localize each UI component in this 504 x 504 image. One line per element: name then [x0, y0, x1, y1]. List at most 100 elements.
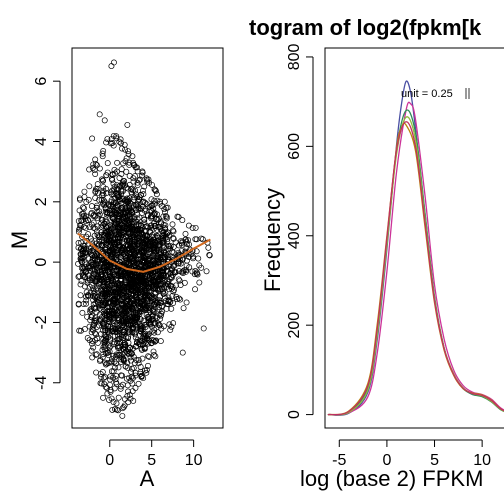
ma-point: [103, 361, 109, 368]
ma-point: [152, 188, 159, 195]
ma-point: [109, 240, 115, 247]
ma-point: [77, 222, 84, 229]
ma-point: [135, 281, 142, 288]
ma-point: [134, 227, 141, 234]
ma-point: [121, 141, 128, 148]
ma-point: [145, 362, 151, 369]
ma-point: [102, 292, 109, 299]
ma-point: [136, 322, 143, 329]
ma-point: [160, 273, 167, 280]
ma-point: [104, 316, 111, 322]
ma-point: [130, 297, 137, 304]
ma-point: [93, 297, 100, 304]
ma-point: [164, 267, 170, 274]
ma-point: [89, 354, 96, 361]
ma-point: [106, 307, 113, 314]
ma-point: [148, 213, 155, 220]
ma-point: [146, 331, 152, 337]
ma-point: [168, 305, 175, 312]
ma-outlier-point: [124, 121, 131, 128]
density-y-axis: 0 200 400 600 800: [286, 43, 314, 419]
ma-point: [183, 262, 190, 269]
ma-point: [114, 343, 121, 350]
ma-point: [111, 288, 118, 295]
ma-point: [167, 243, 174, 250]
ma-point: [101, 381, 108, 388]
ma-point: [99, 190, 106, 197]
ma-outlier-point: [96, 111, 103, 118]
ma-point: [206, 252, 213, 259]
ma-outlier-point: [101, 117, 108, 124]
ma-y-tick-label: 2: [33, 197, 50, 206]
ma-points: [75, 59, 213, 419]
ma-point: [154, 252, 160, 259]
ma-point: [111, 364, 118, 371]
density-y-tick-label: 400: [286, 222, 303, 249]
ma-point: [96, 305, 103, 312]
ma-point: [110, 216, 117, 223]
density-annotation: unit = 0.25: [401, 88, 453, 100]
ma-point: [138, 301, 145, 308]
ma-point: [113, 400, 120, 407]
ma-point: [144, 332, 151, 339]
ma-point: [81, 205, 88, 212]
ma-point: [161, 244, 168, 251]
density-plot: togram of log2(fpkm[k -5 0 5 10 0 200 400 600 8…: [249, 15, 504, 491]
ma-point: [134, 215, 141, 222]
ma-plot: 0 5 10 -4 -2 0 2 4 6 A M: [7, 47, 224, 491]
ma-y-tick-label: -2: [33, 315, 50, 329]
ma-point: [110, 180, 117, 187]
ma-outlier-point: [179, 349, 186, 356]
ma-point: [88, 203, 95, 210]
ma-point: [102, 272, 109, 279]
ma-point: [183, 299, 190, 306]
ma-point: [125, 247, 132, 254]
ma-point: [88, 347, 95, 354]
ma-point: [118, 331, 125, 338]
ma-point: [81, 326, 88, 333]
ma-point: [100, 199, 107, 206]
ma-point: [126, 181, 133, 188]
density-x-tick-label: 0: [382, 452, 391, 469]
ma-point: [101, 238, 108, 245]
ma-point: [138, 172, 145, 179]
ma-point: [169, 292, 176, 299]
ma-point: [134, 194, 141, 201]
ma-point: [157, 273, 164, 280]
ma-point: [77, 292, 84, 299]
ma-point: [163, 268, 170, 275]
ma-point: [118, 190, 125, 197]
ma-point: [117, 197, 124, 204]
ma-point: [107, 343, 114, 350]
ma-point: [81, 267, 88, 274]
ma-point: [107, 323, 114, 330]
ma-point: [109, 187, 116, 194]
ma-point: [89, 285, 96, 291]
ma-point: [132, 315, 139, 322]
ma-point: [113, 326, 119, 333]
ma-point: [139, 326, 146, 333]
ma-point: [92, 337, 99, 344]
ma-point: [94, 181, 101, 188]
ma-point: [192, 286, 199, 293]
ma-point: [76, 225, 83, 232]
ma-point: [100, 197, 107, 204]
ma-point: [126, 289, 132, 296]
ma-point: [198, 235, 205, 242]
ma-point: [106, 312, 113, 319]
ma-point: [163, 215, 170, 222]
ma-point: [84, 335, 91, 341]
ma-point: [83, 293, 90, 300]
density-y-tick-label: 0: [286, 410, 303, 419]
ma-point: [118, 171, 125, 177]
ma-point: [157, 269, 164, 276]
ma-point: [143, 278, 150, 285]
ma-point: [180, 268, 187, 275]
ma-point: [109, 311, 116, 318]
ma-point: [103, 172, 110, 179]
ma-point: [165, 294, 172, 301]
ma-point: [135, 357, 142, 363]
ma-point: [106, 264, 113, 271]
ma-point: [146, 240, 153, 247]
ma-point: [143, 175, 150, 182]
